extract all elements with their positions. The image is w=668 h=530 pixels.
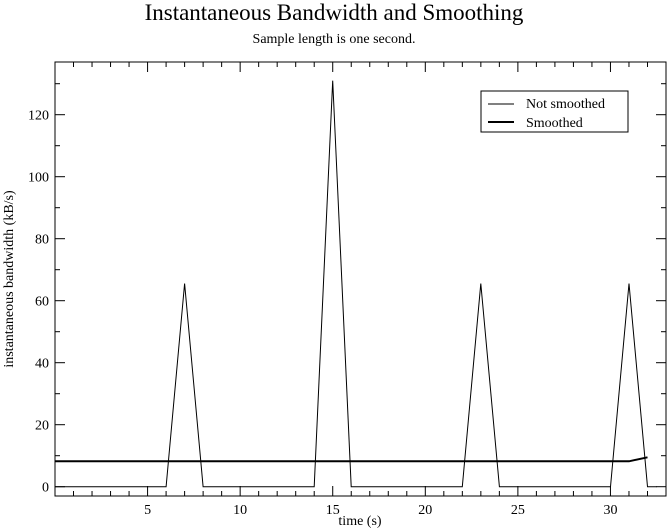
x-tick-label: 15 xyxy=(326,503,340,518)
x-tick-label: 5 xyxy=(144,503,151,518)
chart-subtitle: Sample length is one second. xyxy=(252,32,416,47)
y-tick-label: 20 xyxy=(35,419,49,434)
y-tick-label: 40 xyxy=(35,357,49,372)
x-axis-label: time (s) xyxy=(338,514,381,529)
y-tick-label: 100 xyxy=(28,171,49,186)
x-tick-label: 10 xyxy=(233,503,247,518)
chart-title: Instantaneous Bandwidth and Smoothing xyxy=(144,0,524,25)
legend-label-smoothed: Smoothed xyxy=(526,116,583,131)
series-line-smoothed xyxy=(55,456,648,463)
y-tick-label: 80 xyxy=(35,233,49,248)
x-tick-label: 30 xyxy=(603,503,617,518)
x-tick-label: 20 xyxy=(418,503,432,518)
y-axis-label: instantaneous bandwidth (kB/s) xyxy=(2,190,17,368)
y-tick-label: 120 xyxy=(28,109,49,124)
y-tick-label: 60 xyxy=(35,295,49,310)
legend: Not smoothed Smoothed xyxy=(480,90,629,133)
axis-ticks: 5 10 15 20 25 30 0 20 40 60 80 100 120 xyxy=(28,62,666,518)
legend-box xyxy=(480,90,629,133)
legend-label-not-smoothed: Not smoothed xyxy=(526,97,605,112)
series-layer xyxy=(55,80,657,488)
x-tick-label: 25 xyxy=(511,503,525,518)
plot-frame xyxy=(54,61,667,497)
y-tick-label: 0 xyxy=(42,481,49,496)
series-line-not-smoothed xyxy=(55,80,657,488)
